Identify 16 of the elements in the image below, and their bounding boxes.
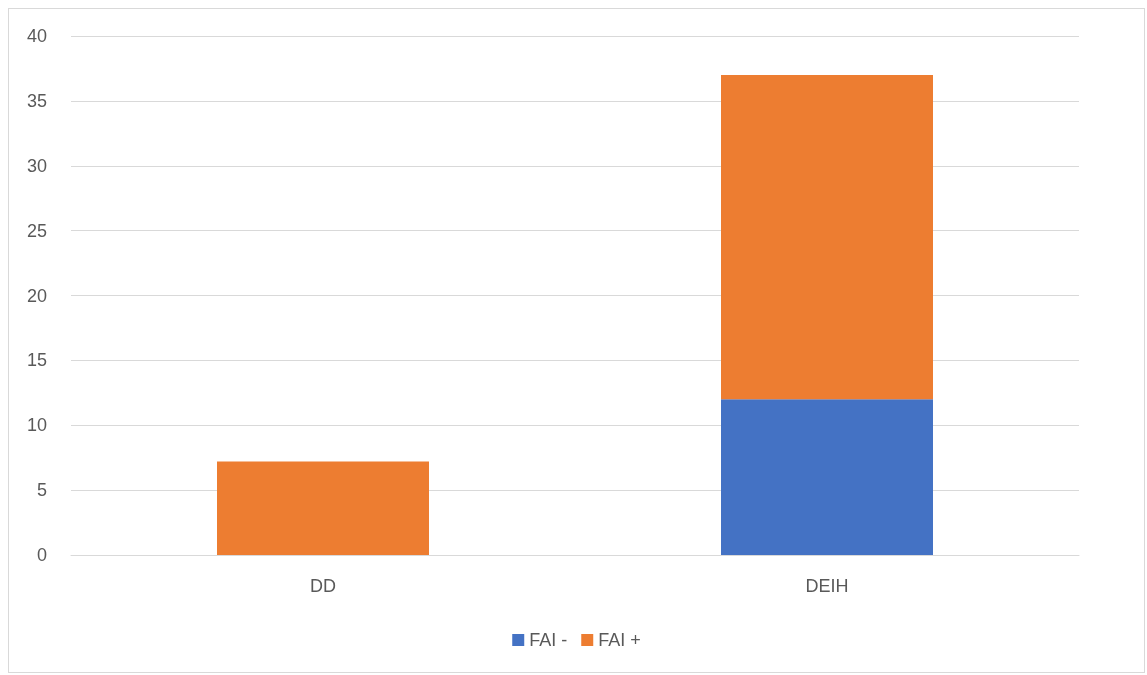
y-tick-label: 40: [26, 26, 47, 46]
x-tick-label: DD: [310, 576, 336, 596]
y-tick-label: 10: [26, 415, 47, 436]
y-tick-label: 15: [26, 350, 47, 371]
y-tick-label: 20: [26, 285, 47, 306]
bar: [721, 399, 933, 555]
legend-label: FAI +: [598, 630, 641, 650]
y-tick-label: 30: [26, 155, 47, 176]
y-tick-label: 0: [36, 545, 47, 565]
x-tick-label: DEIH: [805, 576, 849, 596]
y-tick-label: 25: [26, 220, 47, 241]
bar: [721, 74, 933, 400]
y-tick-label: 5: [36, 480, 47, 501]
legend-label: FAI -: [529, 630, 568, 650]
y-tick-label: 35: [26, 90, 47, 111]
bar: [217, 461, 429, 555]
